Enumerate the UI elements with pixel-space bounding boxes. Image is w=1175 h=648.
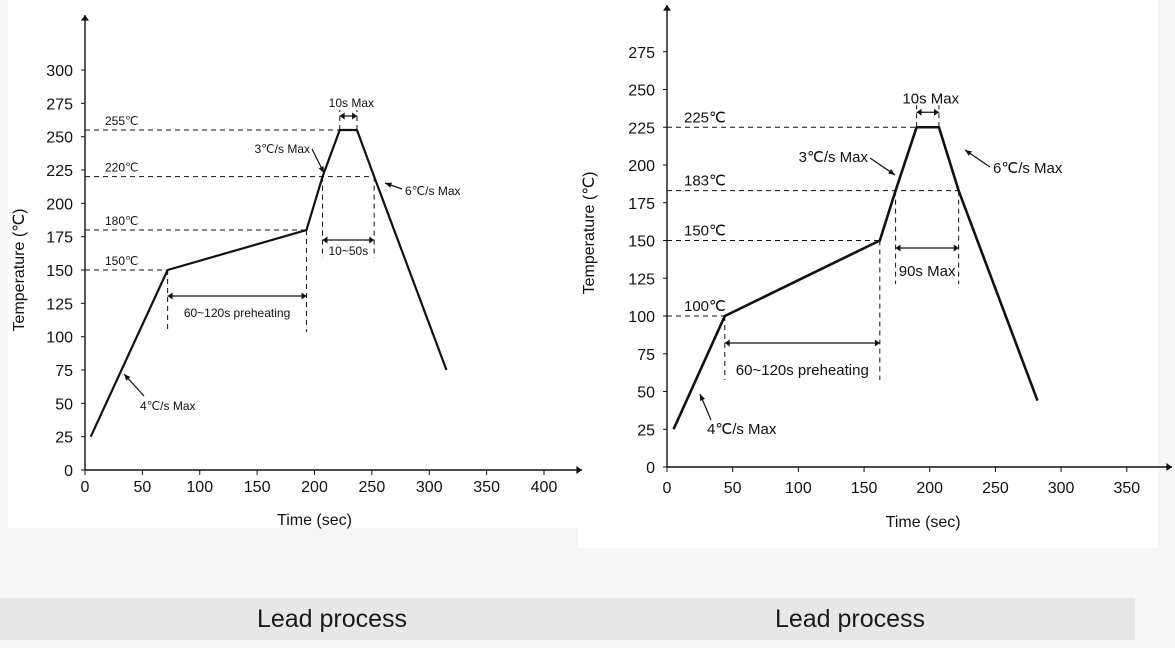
chart1-y-tick-label: 200 (46, 196, 73, 213)
chart2-y-tick-label: 100 (628, 309, 655, 326)
chart1-y-tick-label: 150 (46, 263, 73, 280)
chart2-y-axis-label: Temperature (℃) (581, 172, 598, 295)
chart2-y-tick-label: 25 (637, 422, 655, 439)
chart2-time-above-label: 90s Max (899, 263, 956, 280)
chart1-ramp-up-pointer-head (124, 374, 131, 381)
chart1-y-axis-label: Temperature (℃) (11, 209, 28, 332)
chart2-ref-label: 183℃ (684, 173, 726, 190)
chart1-peak-time-arrow-left-head (339, 112, 345, 120)
chart2-ramp-down-pointer-head (965, 150, 972, 156)
chart2-y-axis-arrow (663, 5, 671, 11)
chart2-time-above-arrow-right-head (953, 244, 959, 252)
chart2-ramp-up-peak-pointer-head (888, 169, 895, 175)
chart1-y-tick-label: 25 (55, 430, 73, 447)
chart1-x-tick-label: 200 (301, 479, 328, 496)
chart1-x-tick-label: 300 (416, 479, 443, 496)
chart2-y-tick-label: 0 (646, 460, 655, 477)
chart2-ramp-down-label: 6℃/s Max (993, 160, 1063, 177)
chart2-time-above-arrow-left-head (895, 244, 901, 252)
chart2-y-tick-label: 150 (628, 234, 655, 251)
chart2-y-tick-label: 275 (628, 45, 655, 62)
chart1-profile-line (89, 128, 448, 438)
chart2-y-tick-label: 175 (628, 196, 655, 213)
chart1-y-tick-label: 275 (46, 96, 73, 113)
chart1-y-tick-label: 300 (46, 63, 73, 80)
chart2-x-tick-label: 200 (916, 480, 943, 497)
chart2-x-tick-label: 0 (663, 480, 672, 497)
chart2-x-tick-label: 250 (982, 480, 1009, 497)
chart1-time-above-arrow-left-head (322, 236, 328, 244)
right-chart-panel (578, 0, 1158, 548)
chart1-preheat-arrow-right-head (301, 292, 307, 300)
chart1-preheat-label: 60~120s preheating (184, 306, 290, 320)
chart1-ref-label: 255℃ (105, 114, 139, 128)
chart1-ramp-up-label: 4℃/s Max (140, 399, 196, 413)
chart2-ref-label: 150℃ (684, 223, 726, 240)
chart1-y-tick-label: 75 (55, 363, 73, 380)
chart1-time-above-label: 10~50s (328, 244, 368, 258)
chart2-ref-label: 100℃ (684, 298, 726, 315)
chart2-y-tick-label: 250 (628, 83, 655, 100)
chart2-y-tick-label: 200 (628, 158, 655, 175)
chart2-x-tick-label: 50 (724, 480, 742, 497)
chart1-peak-time-label: 10s Max (329, 96, 374, 110)
chart2-preheat-label: 60~120s preheating (736, 362, 869, 379)
chart1-x-tick-label: 0 (81, 479, 90, 496)
chart1-y-tick-label: 50 (55, 396, 73, 413)
chart1-x-tick-label: 400 (531, 479, 558, 496)
chart1-x-axis-label: Time (sec) (277, 512, 352, 529)
chart1-x-tick-label: 350 (473, 479, 500, 496)
chart2-x-axis-label: Time (sec) (886, 514, 961, 531)
chart1-preheat-arrow-left-head (167, 292, 173, 300)
caption-right: Lead process (774, 605, 926, 633)
chart1-x-tick-label: 150 (244, 479, 271, 496)
chart1-x-tick-label: 50 (133, 479, 151, 496)
chart1-x-tick-label: 100 (186, 479, 213, 496)
chart1-x-tick-label: 250 (359, 479, 386, 496)
chart2-ref-label: 225℃ (684, 109, 726, 126)
chart2-preheat-arrow-left-head (724, 339, 730, 347)
chart1-y-tick-label: 0 (64, 463, 73, 480)
chart1-ref-label: 150℃ (105, 254, 139, 268)
caption-bar (0, 598, 1135, 640)
chart2-y-tick-label: 75 (637, 347, 655, 364)
chart1-y-axis-arrow (81, 15, 89, 21)
chart1-ramp-down-label: 6℃/s Max (405, 184, 461, 198)
chart2-x-tick-label: 300 (1048, 480, 1075, 497)
caption-left: Lead process (256, 605, 408, 633)
chart2-y-tick-label: 125 (628, 271, 655, 288)
chart1-y-tick-label: 125 (46, 296, 73, 313)
chart2-y-tick-label: 50 (637, 385, 655, 402)
chart1-ramp-down-pointer-head (385, 182, 392, 188)
chart2-ramp-up-peak-label: 3℃/s Max (799, 149, 869, 166)
chart2-peak-time-arrow-left-head (916, 108, 922, 116)
chart2-x-tick-label: 100 (785, 480, 812, 497)
chart1-x-axis-arrow (576, 466, 582, 474)
chart2-ramp-up-label: 4℃/s Max (707, 421, 777, 438)
chart1-ref-label: 180℃ (105, 214, 139, 228)
chart2-x-tick-label: 350 (1113, 480, 1140, 497)
chart1-peak-time-arrow-right-head (352, 112, 357, 120)
reflow-profile-charts: 0 50 100 150 200 250 300 350 4000255075100125150… (11, 5, 1172, 531)
chart1-ramp-up-peak-label: 3℃/s Max (255, 142, 311, 156)
chart1-y-tick-label: 250 (46, 130, 73, 147)
chart1-y-tick-label: 175 (46, 230, 73, 247)
chart2-profile-line (672, 125, 1039, 430)
chart1-ramp-up-peak-pointer-head (318, 166, 324, 173)
chart2-y-tick-label: 225 (628, 120, 655, 137)
chart2-peak-time-label: 10s Max (902, 90, 959, 107)
chart2-preheat-arrow-right-head (874, 339, 880, 347)
chart1-time-above-arrow-right-head (369, 236, 375, 244)
chart1-y-tick-label: 225 (46, 163, 73, 180)
chart1-y-tick-label: 100 (46, 330, 73, 347)
chart2-x-axis-arrow (1166, 463, 1172, 471)
left-chart-panel (8, 0, 578, 528)
chart2-x-tick-label: 150 (851, 480, 878, 497)
chart2-ramp-up-pointer-head (700, 394, 706, 401)
chart1-ref-label: 220℃ (105, 161, 139, 175)
chart2-peak-time-arrow-right-head (934, 108, 939, 116)
